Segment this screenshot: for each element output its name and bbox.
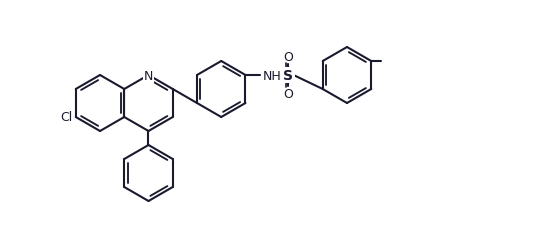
- Text: O: O: [283, 88, 293, 100]
- Text: O: O: [283, 51, 293, 64]
- Text: N: N: [144, 69, 153, 82]
- Text: S: S: [283, 69, 294, 83]
- Text: Cl: Cl: [60, 111, 73, 124]
- Text: NH: NH: [262, 69, 281, 82]
